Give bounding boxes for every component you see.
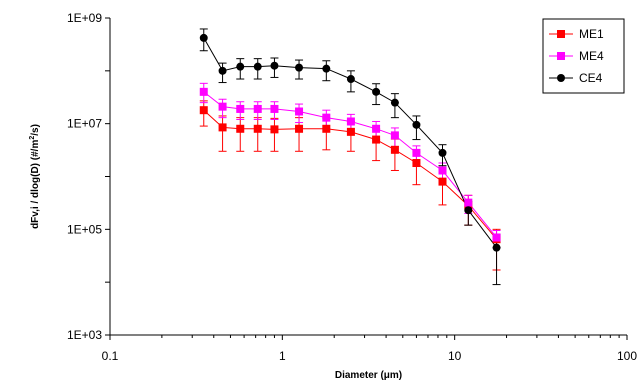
axes: 0.1 1 10 100 1E+03 1E+05 1E+07 1E+09: [67, 11, 637, 363]
x-axis-title: Diameter (μm): [335, 370, 402, 381]
me4-data-point: [218, 102, 227, 111]
me1-data-point: [438, 177, 447, 186]
ce4-data-point: [236, 62, 245, 71]
series-lines: [203, 37, 497, 249]
x-tick-label: 1: [279, 349, 286, 363]
y-tick-label: 1E+05: [67, 222, 102, 236]
ce4-data-point: [218, 66, 227, 75]
me4-data-point: [236, 104, 245, 113]
ce4-data-point: [390, 98, 399, 107]
me4-data-point: [322, 113, 331, 122]
ce4-data-point: [346, 75, 355, 84]
legend: ME1 ME4 CE4: [542, 18, 625, 94]
me1-data-point: [412, 159, 421, 168]
me1-data-point: [322, 124, 331, 133]
me4-data-point: [412, 148, 421, 157]
ce4-data-point: [372, 87, 381, 96]
me1-data-point: [390, 145, 399, 154]
me4-data-point: [270, 104, 279, 113]
y-axis-title-part: dFv,i / dlog(D) (#/m: [30, 140, 41, 229]
me1-data-point: [218, 123, 227, 132]
me1-data-point: [253, 124, 262, 133]
y-tick-label: 1E+07: [67, 117, 102, 131]
me4-data-point: [438, 166, 447, 175]
x-tick-label: 10: [448, 349, 462, 363]
me4-data-point: [390, 131, 399, 140]
legend-marker-me1: [557, 30, 565, 38]
legend-marker-me4: [557, 52, 565, 60]
me4-data-point: [464, 198, 473, 207]
legend-marker-ce4: [557, 74, 565, 82]
ce4-data-point: [253, 62, 262, 71]
me4-data-point: [492, 233, 501, 242]
ce4-data-point: [464, 206, 473, 215]
error-bars: [199, 28, 501, 286]
me4-data-point: [346, 117, 355, 126]
y-tick-label: 1E+03: [67, 328, 102, 342]
ce4-data-point: [492, 243, 501, 252]
y-tick-label: 1E+09: [67, 11, 102, 25]
y-axis-title: dFv,i / dlog(D) (#/m2/s): [29, 124, 41, 229]
legend-label-me4: ME4: [579, 49, 604, 63]
series-markers: [199, 33, 501, 252]
me4-data-point: [253, 104, 262, 113]
me4-data-point: [295, 107, 304, 116]
ce4-data-point: [295, 63, 304, 72]
me1-data-point: [199, 106, 208, 115]
x-tick-label: 0.1: [102, 349, 119, 363]
me1-data-point: [236, 124, 245, 133]
me1-data-point: [270, 125, 279, 134]
legend-label-me1: ME1: [579, 27, 604, 41]
me4-data-point: [199, 87, 208, 96]
me1-data-point: [346, 127, 355, 136]
me1-data-point: [295, 124, 304, 133]
legend-label-ce4: CE4: [579, 71, 603, 85]
y-axis-title-part: /s): [30, 124, 41, 136]
ce4-data-point: [438, 148, 447, 157]
ce4-data-point: [199, 33, 208, 42]
me1-data-point: [372, 135, 381, 144]
ce4-series-line: [203, 37, 497, 249]
me4-data-point: [372, 124, 381, 133]
ce4-data-point: [270, 61, 279, 70]
x-tick-label: 100: [617, 349, 637, 363]
ce4-data-point: [322, 64, 331, 73]
ce4-data-point: [412, 120, 421, 129]
y-axis-title-superscript: 2: [29, 136, 36, 140]
me4-series-line: [203, 91, 497, 238]
